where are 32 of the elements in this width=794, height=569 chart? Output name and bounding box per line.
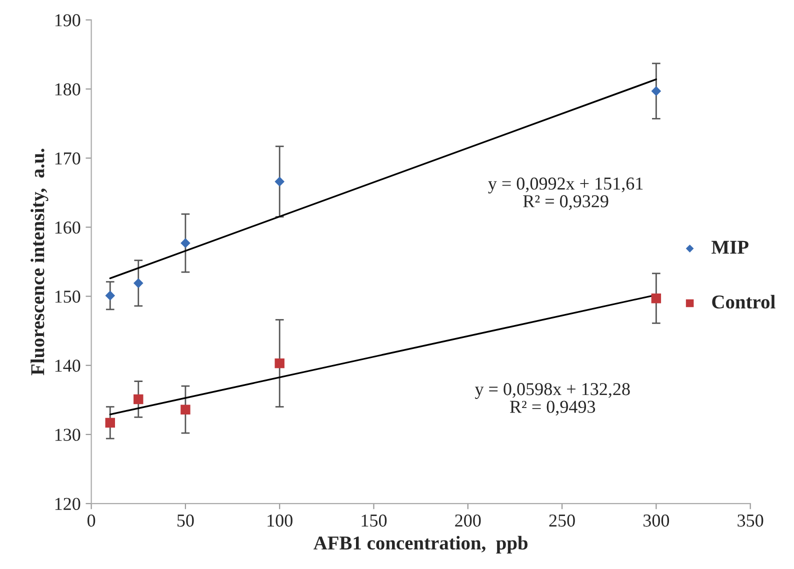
point	[274, 358, 284, 368]
x-axis-title: AFB1 concentration, ppb	[314, 536, 528, 554]
point	[180, 404, 190, 414]
x-tick-label: 300	[644, 514, 670, 527]
annotation: y = 0,0598x + 132,28 R² = 0,9493	[474, 383, 630, 416]
point	[274, 176, 285, 186]
y-tick-label: 140	[55, 360, 80, 372]
y-tick-label: 170	[55, 152, 80, 165]
point	[134, 394, 144, 404]
legend-label: MIP	[712, 240, 748, 254]
y-tick-label: 160	[55, 221, 80, 234]
y-tick-label: 130	[55, 428, 80, 441]
point	[651, 86, 662, 96]
point	[133, 278, 144, 288]
x-tick-label: 50	[177, 514, 194, 527]
x-tick-label: 0	[87, 514, 96, 527]
point	[105, 290, 116, 301]
y-tick-label: 120	[55, 498, 80, 510]
y-tick-label: 190	[55, 14, 80, 26]
x-tick-label: 350	[738, 514, 764, 527]
point	[105, 418, 115, 428]
x-tick-label: 150	[362, 514, 387, 527]
x-tick-label: 250	[549, 514, 575, 527]
legend-label: Control	[712, 294, 776, 309]
point	[651, 294, 662, 304]
x-tick-label: 100	[268, 514, 292, 527]
y-tick-label: 180	[55, 83, 80, 96]
y-tick-label: 150	[55, 290, 80, 303]
y-axis-title: Fluorescence intensity, a.u.	[30, 148, 48, 376]
point	[180, 238, 190, 248]
annotation: y = 0,0992x + 151,61 R² = 0,9329	[488, 178, 643, 210]
x-tick-label: 200	[455, 514, 481, 527]
